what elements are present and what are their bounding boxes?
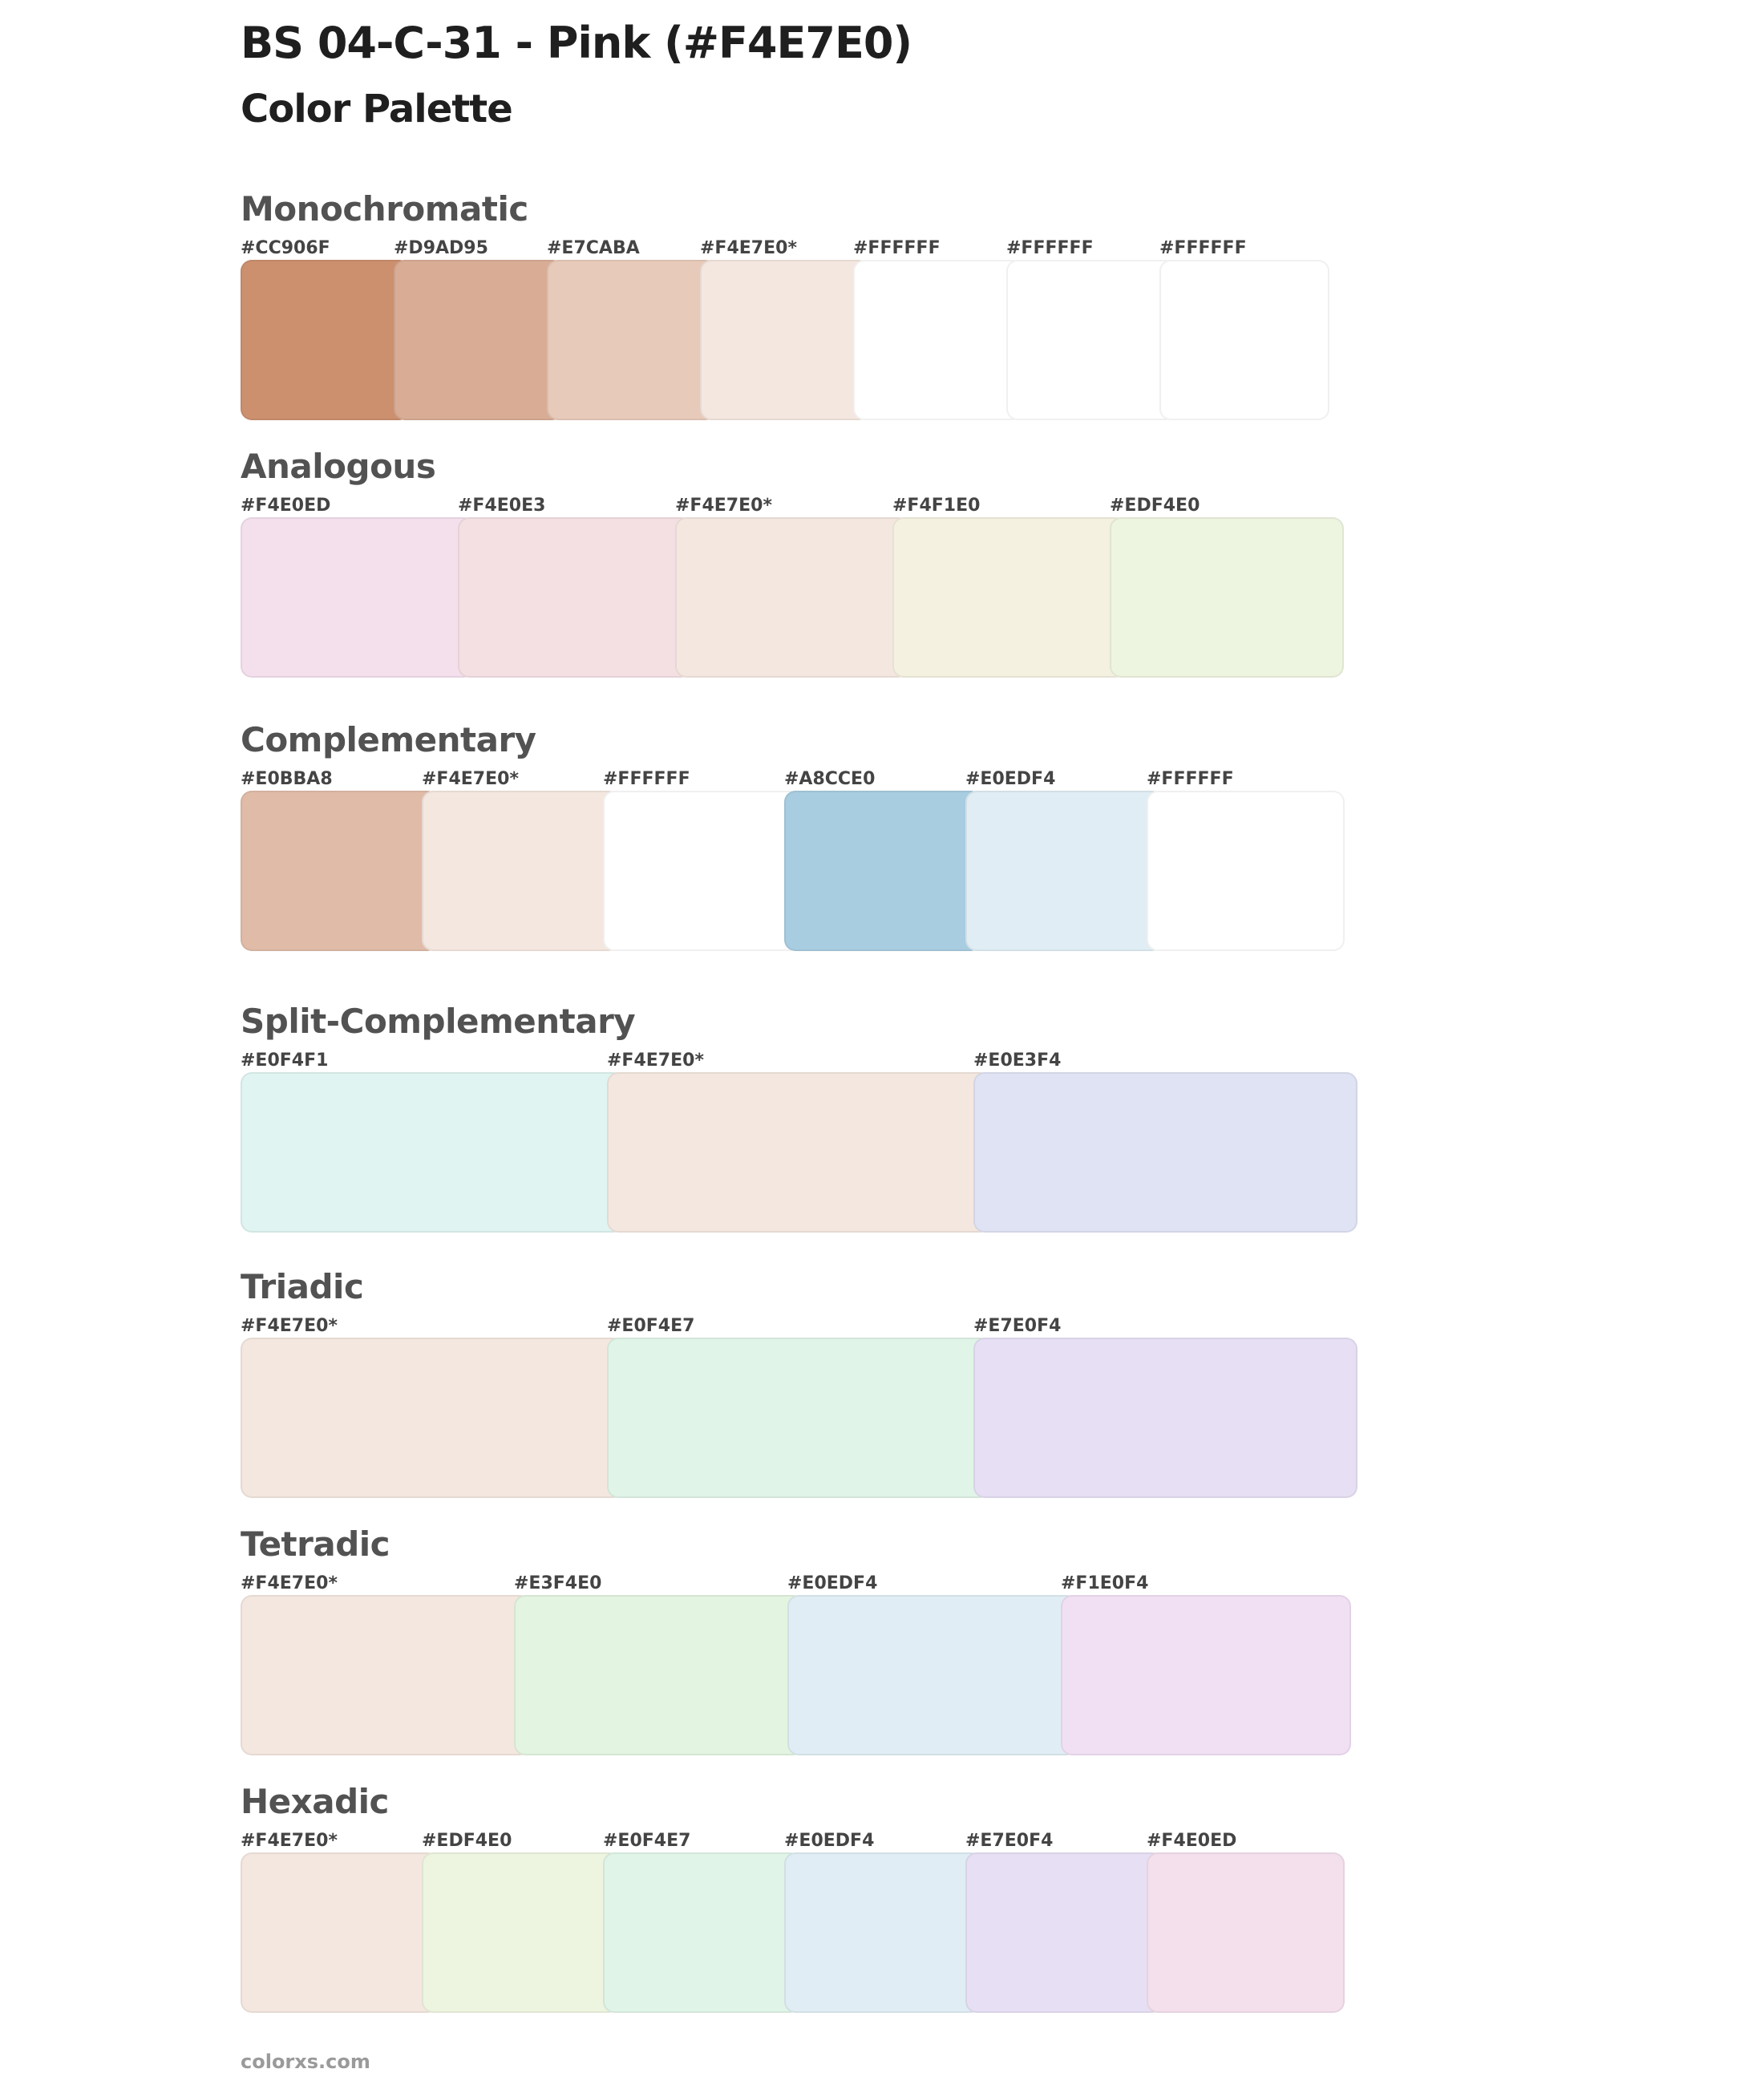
swatch-hex-label: #E7CABA (547, 238, 640, 258)
swatch-hex-label: #F4E7E0* (675, 496, 772, 516)
footer-site-name[interactable]: colorxs.com (241, 2051, 370, 2073)
color-swatch[interactable] (1110, 517, 1344, 678)
color-swatch[interactable] (700, 260, 870, 420)
color-swatch[interactable] (1147, 1852, 1345, 2013)
color-swatch[interactable] (853, 260, 1023, 420)
color-swatch[interactable] (973, 1072, 1357, 1233)
swatch-hex-label: #F1E0F4 (1061, 1573, 1149, 1593)
color-swatch[interactable] (458, 517, 692, 678)
color-swatch[interactable] (607, 1072, 991, 1233)
section-heading: Complementary (241, 720, 536, 759)
page-subtitle: Color Palette (241, 87, 513, 132)
section-heading: Tetradic (241, 1524, 390, 1564)
color-swatch[interactable] (241, 1338, 625, 1498)
section-heading: Monochromatic (241, 189, 528, 229)
color-swatch[interactable] (1006, 260, 1176, 420)
swatch-hex-label: #E0F4E7 (607, 1316, 695, 1336)
color-swatch[interactable] (422, 1852, 620, 2013)
color-swatch[interactable] (241, 1595, 531, 1755)
swatch-hex-label: #E0EDF4 (784, 1831, 875, 1851)
page-title: BS 04-C-31 - Pink (#F4E7E0) (241, 18, 912, 68)
color-swatch[interactable] (1147, 791, 1345, 951)
swatch-hex-label: #EDF4E0 (422, 1831, 512, 1851)
swatch-hex-label: #F4F1E0 (892, 496, 981, 516)
swatch-hex-label: #EDF4E0 (1110, 496, 1200, 516)
color-swatch[interactable] (1061, 1595, 1351, 1755)
color-swatch[interactable] (1159, 260, 1329, 420)
swatch-hex-label: #E0F4F1 (241, 1051, 329, 1071)
color-swatch[interactable] (422, 791, 620, 951)
swatch-hex-label: #E0EDF4 (965, 769, 1056, 789)
color-swatch[interactable] (965, 791, 1163, 951)
color-swatch[interactable] (784, 791, 982, 951)
swatch-hex-label: #F4E0ED (1147, 1831, 1237, 1851)
swatch-hex-label: #F4E7E0* (241, 1573, 338, 1593)
swatch-hex-label: #F4E7E0* (241, 1831, 338, 1851)
swatch-hex-label: #E0BBA8 (241, 769, 333, 789)
color-swatch[interactable] (241, 1072, 625, 1233)
color-swatch[interactable] (787, 1595, 1078, 1755)
swatch-hex-label: #E0E3F4 (973, 1051, 1062, 1071)
color-swatch[interactable] (603, 1852, 801, 2013)
swatch-hex-label: #E0F4E7 (603, 1831, 691, 1851)
swatch-hex-label: #F4E0ED (241, 496, 331, 516)
swatch-hex-label: #F4E7E0* (700, 238, 797, 258)
section-heading: Hexadic (241, 1782, 389, 1821)
swatch-hex-label: #A8CCE0 (784, 769, 876, 789)
swatch-hex-label: #D9AD95 (394, 238, 488, 258)
section-heading: Analogous (241, 447, 436, 486)
color-swatch[interactable] (241, 1852, 439, 2013)
swatch-hex-label: #FFFFFF (1159, 238, 1247, 258)
color-swatch[interactable] (965, 1852, 1163, 2013)
color-swatch[interactable] (514, 1595, 804, 1755)
swatch-hex-label: #F4E7E0* (241, 1316, 338, 1336)
color-swatch[interactable] (547, 260, 717, 420)
swatch-hex-label: #F4E0E3 (458, 496, 546, 516)
section-heading: Triadic (241, 1267, 364, 1306)
swatch-hex-label: #F4E7E0* (422, 769, 519, 789)
swatch-hex-label: #FFFFFF (1147, 769, 1234, 789)
section-heading: Split-Complementary (241, 1002, 636, 1041)
swatch-hex-label: #F4E7E0* (607, 1051, 704, 1071)
color-swatch[interactable] (603, 791, 801, 951)
color-swatch[interactable] (241, 260, 411, 420)
swatch-hex-label: #E7E0F4 (973, 1316, 1062, 1336)
color-swatch[interactable] (607, 1338, 991, 1498)
color-swatch[interactable] (784, 1852, 982, 2013)
color-swatch[interactable] (892, 517, 1127, 678)
color-swatch[interactable] (241, 517, 475, 678)
color-swatch[interactable] (973, 1338, 1357, 1498)
color-swatch[interactable] (241, 791, 439, 951)
swatch-hex-label: #E3F4E0 (514, 1573, 602, 1593)
color-swatch[interactable] (675, 517, 909, 678)
swatch-hex-label: #FFFFFF (853, 238, 941, 258)
swatch-hex-label: #FFFFFF (603, 769, 690, 789)
swatch-hex-label: #CC906F (241, 238, 330, 258)
swatch-hex-label: #E7E0F4 (965, 1831, 1054, 1851)
color-swatch[interactable] (394, 260, 564, 420)
swatch-hex-label: #E0EDF4 (787, 1573, 878, 1593)
swatch-hex-label: #FFFFFF (1006, 238, 1094, 258)
